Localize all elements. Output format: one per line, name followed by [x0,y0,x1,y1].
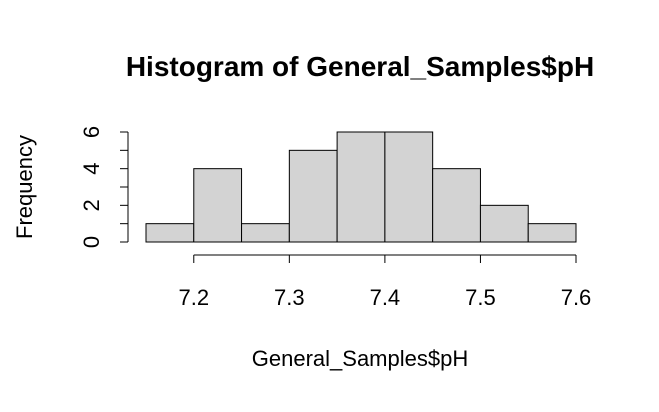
x-tick-label: 7.5 [465,285,496,310]
histogram-bar [336,131,386,243]
histogram-bar [193,168,243,243]
histogram-bar [527,223,577,243]
x-tick-label: 7.2 [178,285,209,310]
histogram-bar [432,168,481,243]
y-axis: 0 2 4 6 [79,126,129,248]
x-tick-label: 7.4 [370,285,401,310]
histogram-bar [384,131,434,243]
y-tick-label: 0 [79,236,104,248]
histogram-bar [241,223,290,243]
bars-layer [145,131,577,243]
histogram-bar [479,204,529,243]
y-tick-label: 2 [79,199,104,211]
x-axis-label: General_Samples$pH [252,346,468,371]
y-tick-label: 6 [79,126,104,138]
histogram-bar [145,223,195,243]
y-tick-label: 4 [79,163,104,175]
histogram-bar [288,149,338,243]
chart-title: Histogram of General_Samples$pH [126,51,594,82]
y-axis-label: Frequency [12,135,37,239]
x-tick-label: 7.3 [274,285,305,310]
x-tick-label: 7.6 [561,285,592,310]
x-axis: 7.2 7.3 7.4 7.5 7.6 [178,254,592,310]
